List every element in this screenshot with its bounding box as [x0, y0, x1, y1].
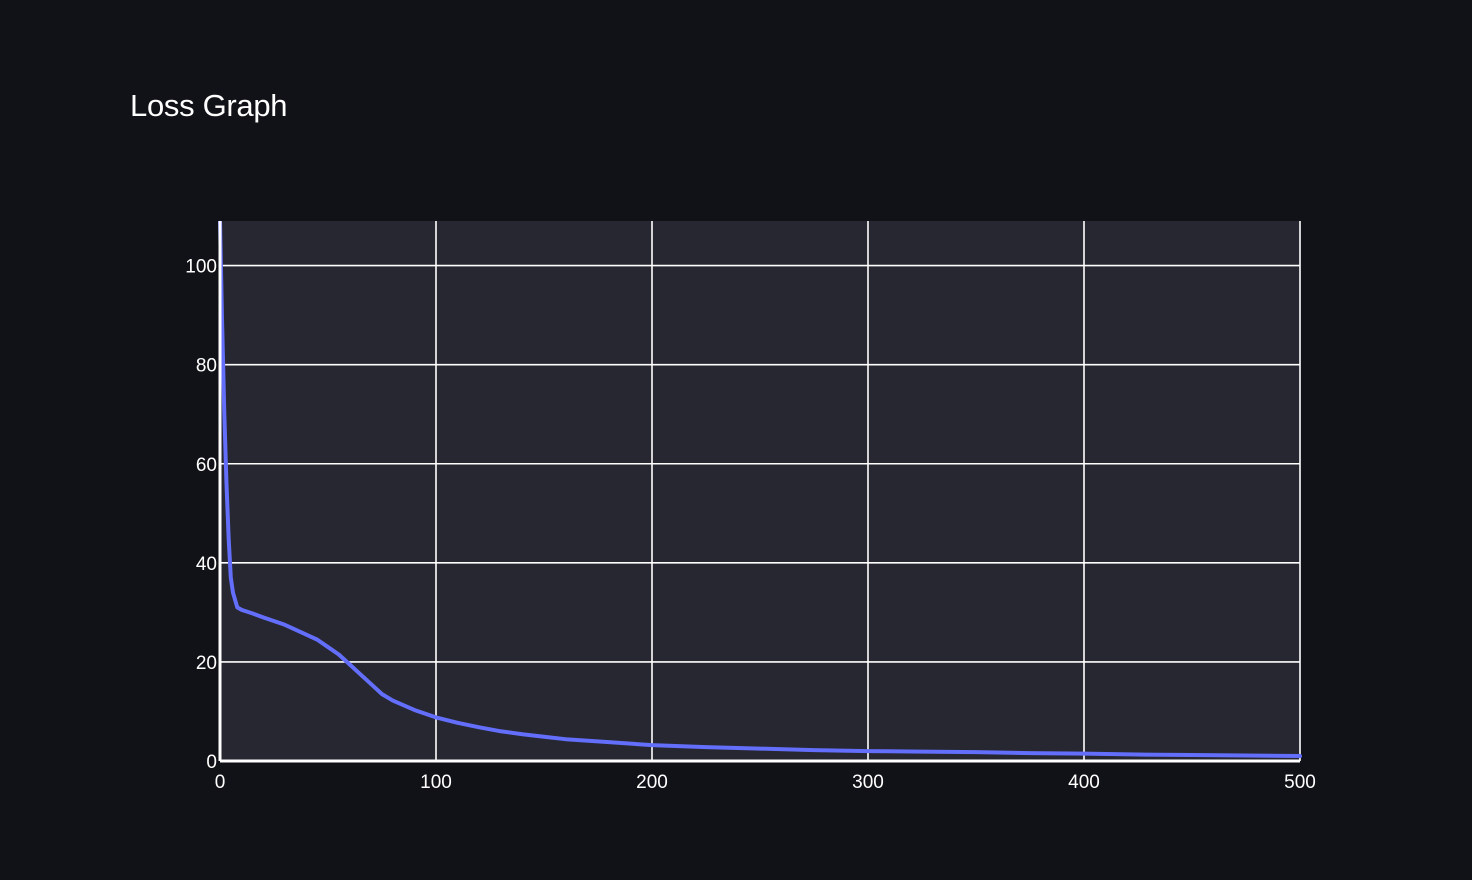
y-tick-labels: 0 20 40 60 80 100: [185, 257, 217, 773]
plot-area: [220, 221, 1300, 761]
x-tick-labels: 0 100 200 300 400 500: [215, 772, 1316, 793]
x-tick-label: 200: [636, 772, 668, 793]
axes: [218, 221, 1300, 763]
x-tick-label: 400: [1068, 772, 1100, 793]
x-tick-label: 300: [852, 772, 884, 793]
x-tick-label: 100: [420, 772, 452, 793]
y-tick-label: 20: [196, 653, 217, 674]
chart-title: Loss Graph: [130, 88, 288, 123]
loss-series-line: [218, 221, 1302, 759]
x-tick-label: 500: [1284, 772, 1316, 793]
x-gridlines: [435, 221, 1301, 761]
y-gridlines: [220, 264, 1300, 663]
y-tick-label: 40: [196, 554, 217, 575]
series-layer: [218, 221, 1302, 759]
y-tick-label: 0: [206, 752, 217, 773]
y-tick-label: 80: [196, 356, 217, 377]
x-tick-label: 0: [215, 772, 226, 793]
y-tick-label: 100: [185, 257, 217, 278]
y-tick-label: 60: [196, 455, 217, 476]
